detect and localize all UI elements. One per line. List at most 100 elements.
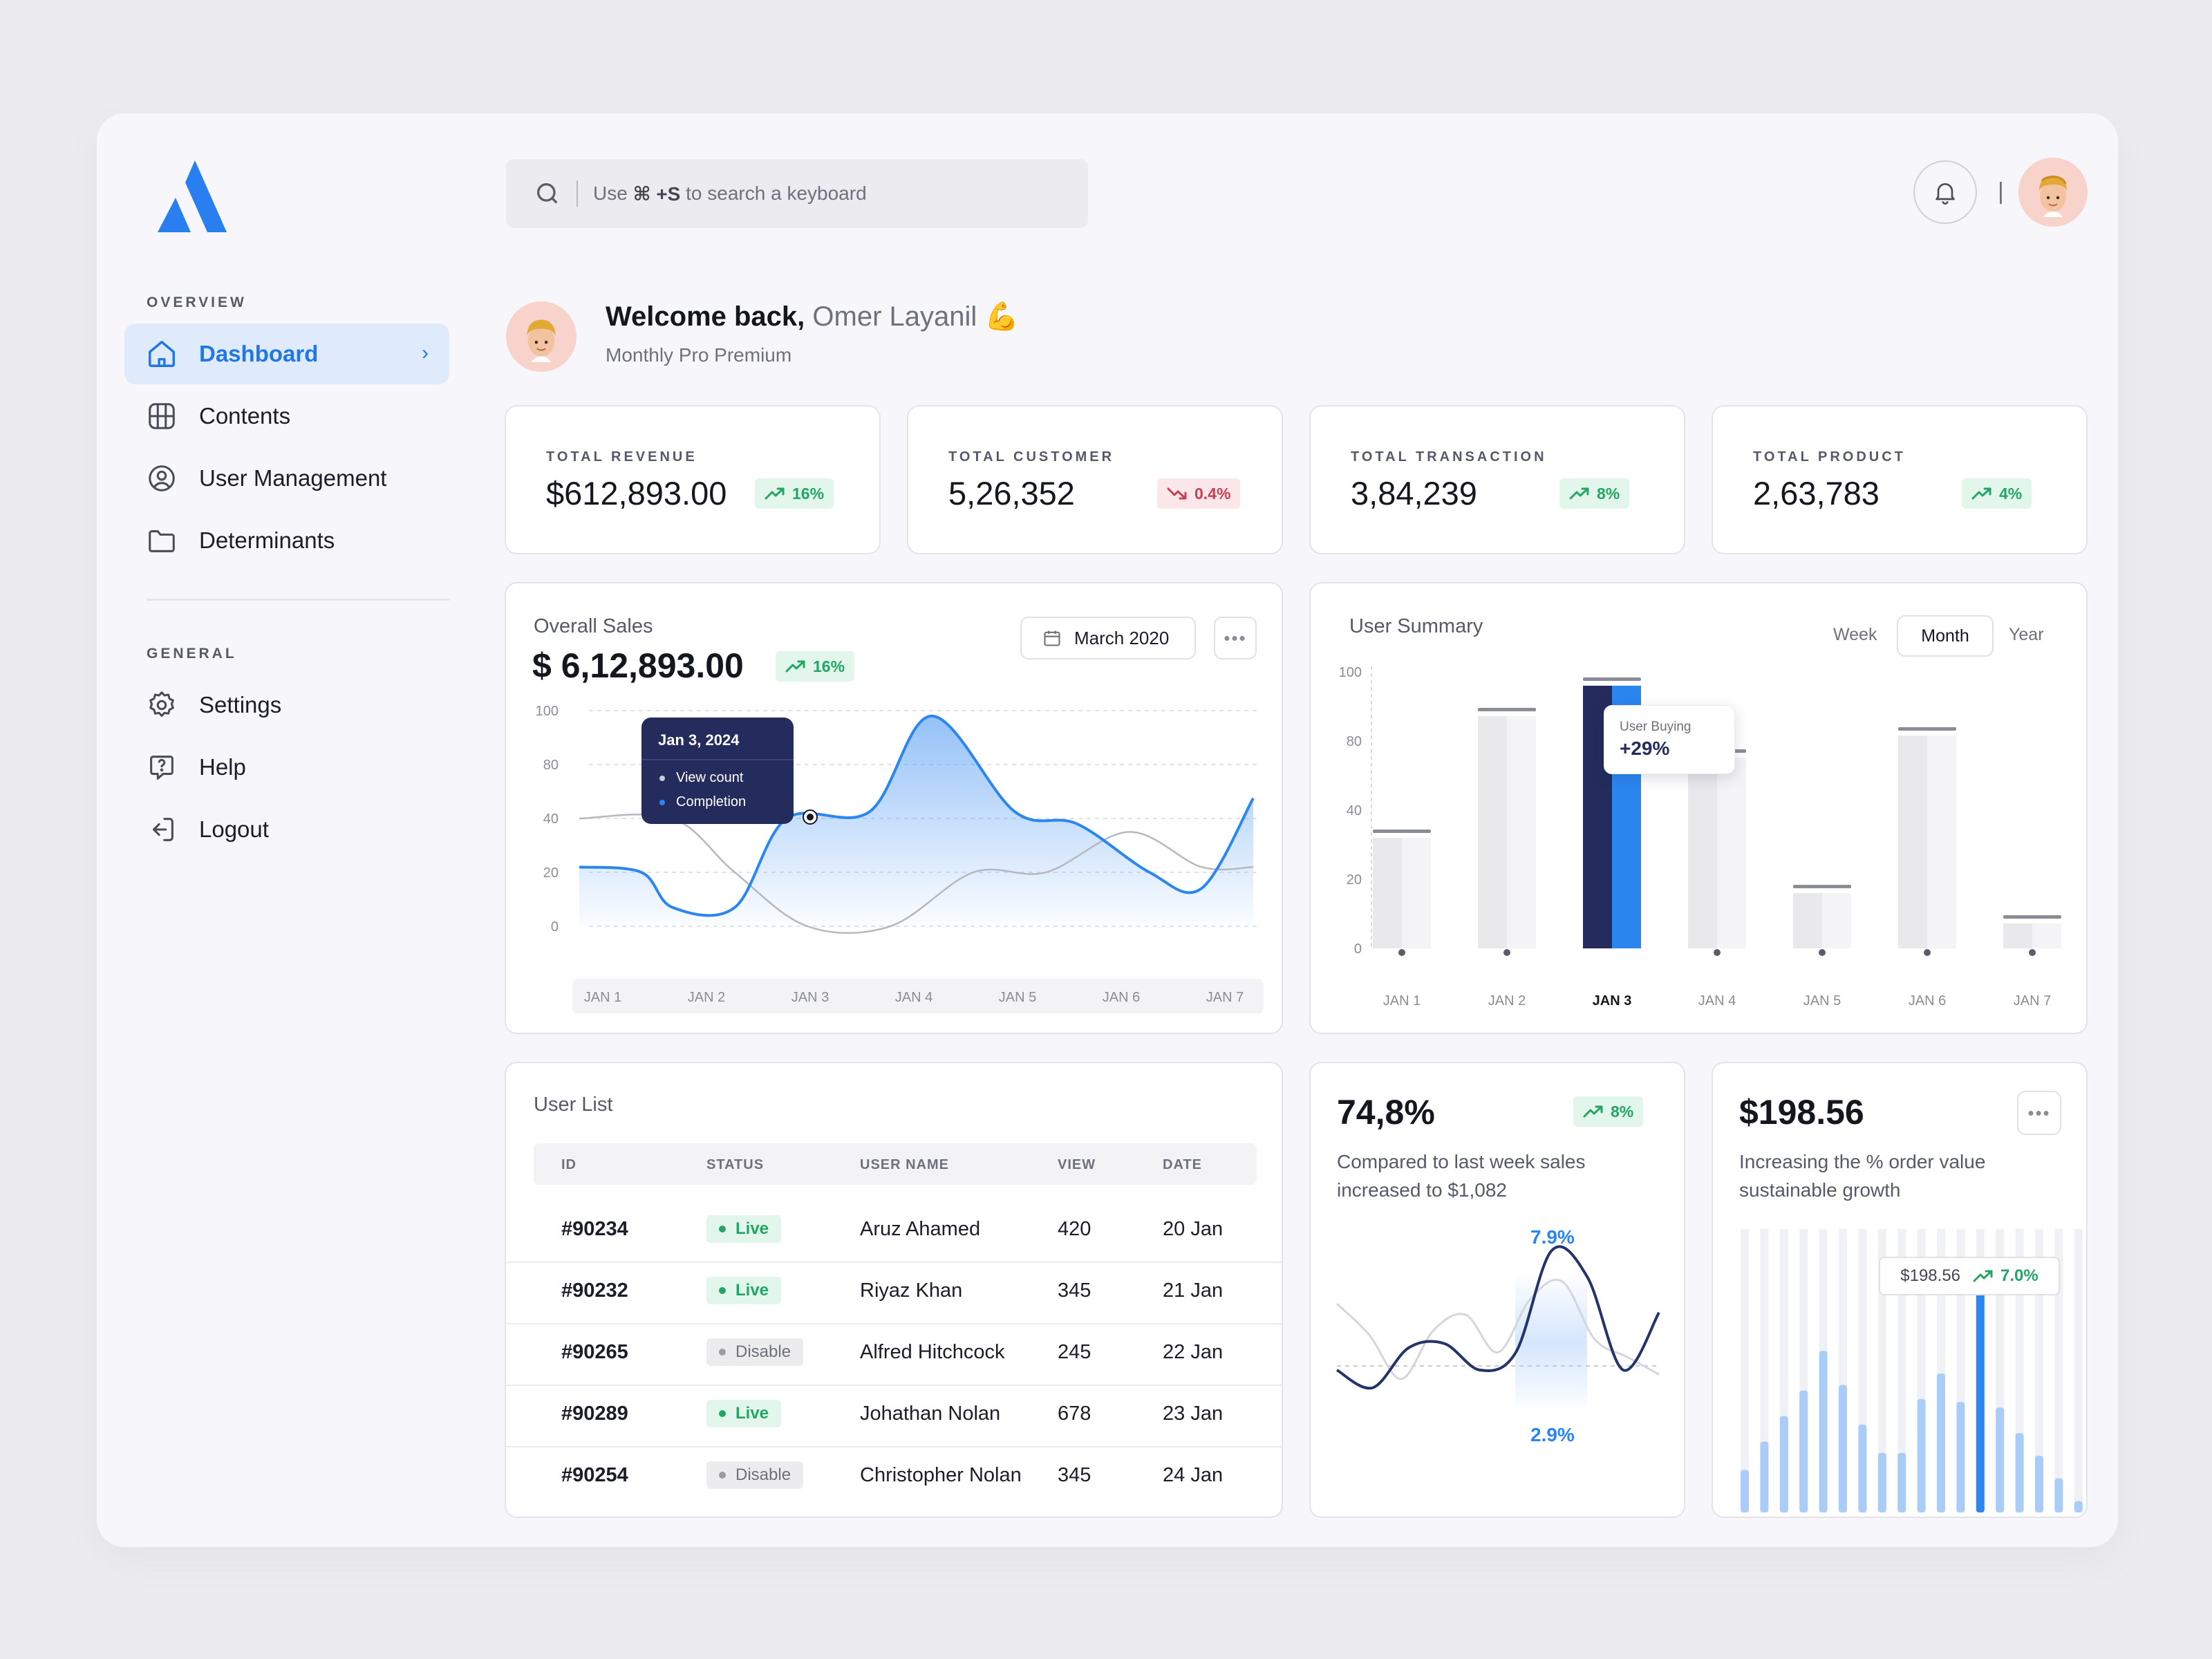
bar xyxy=(1917,1399,1926,1512)
sidebar-item-help[interactable]: Help xyxy=(124,737,449,798)
weekly-sales-card: 74,8% 8% Compared to last week sales inc… xyxy=(1309,1062,1685,1518)
cell-id: #90265 xyxy=(561,1341,628,1363)
row-divider xyxy=(506,1323,1282,1324)
x-tick-label: JAN 7 xyxy=(1206,990,1244,1005)
column-header-id[interactable]: ID xyxy=(561,1157,577,1172)
x-tick-label: JAN 7 xyxy=(2014,993,2051,1009)
bar-base-dot xyxy=(1714,949,1721,956)
order-bar-chart xyxy=(1741,1229,2083,1512)
order-description: Increasing the % order value sustainable… xyxy=(1739,1147,1985,1204)
table-row[interactable]: #90289 Live Johathan Nolan 678 23 Jan xyxy=(506,1386,1282,1447)
stat-value: 3,84,239 xyxy=(1351,475,1477,512)
sidebar-item-settings[interactable]: Settings xyxy=(124,675,449,735)
tab-month[interactable]: Month xyxy=(1897,615,1994,657)
stat-card-customer: TOTAL CUSTOMER 5,26,352 0.4% xyxy=(907,405,1283,554)
bar-track xyxy=(2054,1229,2063,1512)
sidebar-item-label: Contents xyxy=(199,403,291,429)
x-axis-band xyxy=(572,979,1264,1013)
chart-y-ticks: 0 20 40 80 100 xyxy=(536,704,559,935)
bar-segment xyxy=(1898,735,1927,948)
column-header-status[interactable]: STATUS xyxy=(706,1157,765,1172)
stat-label: TOTAL REVENUE xyxy=(546,449,697,465)
card-title: Overall Sales xyxy=(534,615,653,637)
sidebar-item-user-management[interactable]: User Management xyxy=(124,448,449,509)
more-icon: ••• xyxy=(1224,627,1247,648)
bar-track xyxy=(1897,1229,1906,1512)
search-shortcut: ⌘ +S xyxy=(632,182,681,205)
tooltip-date: Jan 3, 2024 xyxy=(658,731,740,749)
bar-segment-light xyxy=(1402,838,1431,948)
bar-track xyxy=(1741,1229,1749,1512)
date-picker-button[interactable]: March 2020 xyxy=(1020,617,1196,659)
bar-cap xyxy=(1373,830,1431,833)
series-line-previous xyxy=(1335,1278,1660,1380)
sales-total-value: $ 6,12,893.00 xyxy=(532,646,744,685)
tab-week[interactable]: Week xyxy=(1833,625,1877,644)
tooltip-value: +29% xyxy=(1620,738,1670,759)
sidebar-item-contents[interactable]: Contents xyxy=(124,386,449,447)
bar-base-dot xyxy=(1609,949,1615,956)
weekly-desc-line1: Compared to last week sales xyxy=(1337,1151,1586,1172)
bar-track xyxy=(2074,1229,2083,1512)
cell-date: 23 Jan xyxy=(1163,1403,1224,1425)
status-dot xyxy=(719,1226,726,1232)
trend-up-icon xyxy=(1583,1105,1603,1118)
tooltip-label: User Buying xyxy=(1620,720,1691,734)
y-tick-label: 100 xyxy=(1339,665,1362,680)
card-title: User List xyxy=(534,1094,613,1116)
tooltip-change: 7.0% xyxy=(2000,1266,2038,1285)
user-summary-card: User Summary Week Month Year 0 20 40 80 100 … xyxy=(1309,582,2088,1034)
more-icon: ••• xyxy=(2027,1102,2051,1123)
trend-up-icon xyxy=(765,487,785,500)
table-row[interactable]: #90232 Live Riyaz Khan 345 21 Jan xyxy=(506,1263,1282,1324)
table-row[interactable]: #90234 Live Aruz Ahamed 420 20 Jan xyxy=(506,1201,1282,1263)
sidebar-item-label: Settings xyxy=(199,692,282,718)
profile-avatar[interactable] xyxy=(2018,158,2088,227)
sidebar-item-logout[interactable]: Logout xyxy=(124,799,449,860)
weekly-change-badge: 8% xyxy=(1573,1096,1644,1127)
cell-user-name: Riyaz Khan xyxy=(860,1280,963,1302)
tooltip-item-label: Completion xyxy=(676,794,747,809)
notification-button[interactable] xyxy=(1913,160,1977,224)
sales-change-badge: 16% xyxy=(776,651,855,682)
sales-more-button[interactable]: ••• xyxy=(1214,617,1257,659)
sidebar-item-label: Logout xyxy=(199,816,269,842)
x-tick-label: JAN 5 xyxy=(1803,993,1841,1009)
table-row[interactable]: #90265 Disable Alfred Hitchcock 245 22 Jan xyxy=(506,1324,1282,1386)
search-bar[interactable]: Use ⌘ +S to search a keyboard xyxy=(506,159,1088,228)
bar xyxy=(2054,1478,2063,1512)
cell-view: 345 xyxy=(1058,1280,1091,1302)
column-header-user-name[interactable]: USER NAME xyxy=(860,1157,950,1172)
welcome-greeting: Welcome back, xyxy=(606,301,805,332)
column-header-view[interactable]: VIEW xyxy=(1058,1157,1096,1172)
y-tick-label: 80 xyxy=(543,758,559,773)
x-tick-label: JAN 1 xyxy=(584,990,621,1005)
sidebar-item-determinants[interactable]: Determinants xyxy=(124,510,449,571)
bar-base-dot xyxy=(1924,949,1931,956)
series-line-completion xyxy=(579,714,1255,917)
order-more-button[interactable]: ••• xyxy=(2017,1091,2061,1135)
table-row[interactable]: #90254 Disable Christopher Nolan 345 24 Jan xyxy=(506,1447,1282,1509)
status-badge: Disable xyxy=(706,1461,804,1489)
bar-segment xyxy=(2003,924,2032,948)
stat-change-badge: 8% xyxy=(1559,478,1630,509)
bar-segment xyxy=(1793,893,1822,948)
y-tick-label: 20 xyxy=(1347,872,1362,888)
bar xyxy=(1937,1374,1945,1512)
series-line-view-count xyxy=(579,813,1254,934)
chart-x-ticks: JAN 1 JAN 2 JAN 3 JAN 4 JAN 5 JAN 6 JAN 7 xyxy=(584,990,1244,1005)
y-tick-label: 40 xyxy=(1347,803,1362,818)
tab-year[interactable]: Year xyxy=(2009,625,2044,644)
column-header-date[interactable]: DATE xyxy=(1163,1157,1202,1172)
bar xyxy=(1839,1385,1847,1512)
status-dot xyxy=(719,1349,726,1356)
order-chart-tooltip: $198.56 7.0% xyxy=(1879,1257,2060,1295)
app-logo[interactable] xyxy=(158,160,227,232)
stat-card-revenue: TOTAL REVENUE $612,893.00 16% xyxy=(505,405,881,554)
welcome-heading: Welcome back, Omer Layanil 💪 xyxy=(606,300,1019,332)
logout-icon xyxy=(145,813,178,846)
search-cursor xyxy=(577,180,578,207)
avatar-icon xyxy=(2039,176,2067,217)
sidebar-item-dashboard[interactable]: Dashboard › xyxy=(124,324,449,384)
